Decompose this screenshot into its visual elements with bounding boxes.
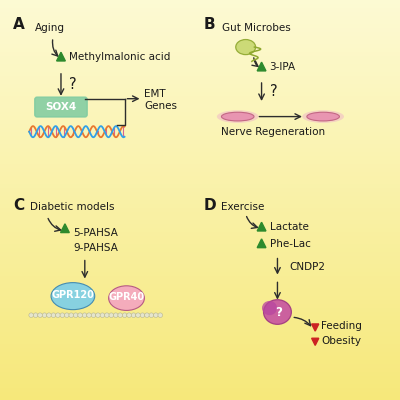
FancyBboxPatch shape: [35, 97, 87, 117]
Circle shape: [91, 313, 96, 318]
Text: SOX4: SOX4: [45, 102, 76, 112]
Ellipse shape: [236, 40, 256, 55]
Text: ?: ?: [275, 306, 282, 318]
Ellipse shape: [262, 301, 277, 315]
Text: 3-IPA: 3-IPA: [270, 62, 296, 72]
Polygon shape: [312, 324, 319, 331]
Ellipse shape: [222, 112, 254, 121]
Text: Feeding: Feeding: [321, 321, 362, 331]
Polygon shape: [60, 224, 69, 232]
Circle shape: [118, 313, 122, 318]
Text: Methylmalonic acid: Methylmalonic acid: [69, 52, 170, 62]
Text: Nerve Regeneration: Nerve Regeneration: [222, 128, 326, 138]
Polygon shape: [257, 62, 266, 71]
Circle shape: [29, 313, 34, 318]
Circle shape: [33, 313, 38, 318]
Circle shape: [82, 313, 87, 318]
Circle shape: [60, 313, 65, 318]
Text: GPR120: GPR120: [52, 290, 94, 300]
Circle shape: [73, 313, 78, 318]
Text: Lactate: Lactate: [270, 222, 308, 232]
Text: Obesity: Obesity: [321, 336, 361, 346]
Circle shape: [64, 313, 69, 318]
Circle shape: [109, 313, 114, 318]
Text: ?: ?: [69, 77, 76, 92]
Text: GPR40: GPR40: [108, 292, 144, 302]
Polygon shape: [57, 52, 65, 61]
Circle shape: [136, 313, 140, 318]
Ellipse shape: [109, 286, 144, 310]
Circle shape: [145, 313, 149, 318]
Circle shape: [78, 313, 82, 318]
Ellipse shape: [307, 112, 340, 121]
Text: 5-PAHSA: 5-PAHSA: [73, 228, 118, 238]
Text: Diabetic models: Diabetic models: [30, 202, 114, 212]
Ellipse shape: [51, 283, 95, 310]
Text: A: A: [13, 17, 25, 32]
Circle shape: [127, 313, 132, 318]
Ellipse shape: [302, 110, 344, 123]
Circle shape: [158, 313, 162, 318]
Circle shape: [47, 313, 51, 318]
Polygon shape: [257, 239, 266, 248]
Ellipse shape: [264, 300, 291, 324]
Circle shape: [42, 313, 47, 318]
Circle shape: [51, 313, 56, 318]
Circle shape: [69, 313, 74, 318]
Circle shape: [154, 313, 158, 318]
Text: CNDP2: CNDP2: [289, 262, 325, 272]
Text: ?: ?: [270, 84, 277, 100]
Text: C: C: [13, 198, 24, 213]
Text: D: D: [204, 198, 216, 213]
Circle shape: [149, 313, 154, 318]
Circle shape: [122, 313, 127, 318]
Text: Phe-Lac: Phe-Lac: [270, 239, 310, 249]
Circle shape: [131, 313, 136, 318]
Circle shape: [87, 313, 91, 318]
Text: Gut Microbes: Gut Microbes: [222, 23, 290, 33]
Circle shape: [100, 313, 105, 318]
Circle shape: [56, 313, 60, 318]
Circle shape: [104, 313, 109, 318]
Text: B: B: [204, 17, 216, 32]
Circle shape: [140, 313, 145, 318]
Text: Aging: Aging: [35, 23, 65, 33]
Text: Exercise: Exercise: [221, 202, 264, 212]
Text: 9-PAHSA: 9-PAHSA: [73, 244, 118, 254]
Ellipse shape: [217, 110, 258, 123]
Polygon shape: [312, 338, 319, 345]
Circle shape: [114, 313, 118, 318]
Circle shape: [38, 313, 42, 318]
Polygon shape: [257, 222, 266, 231]
Text: EMT
Genes: EMT Genes: [144, 89, 177, 111]
Circle shape: [96, 313, 100, 318]
